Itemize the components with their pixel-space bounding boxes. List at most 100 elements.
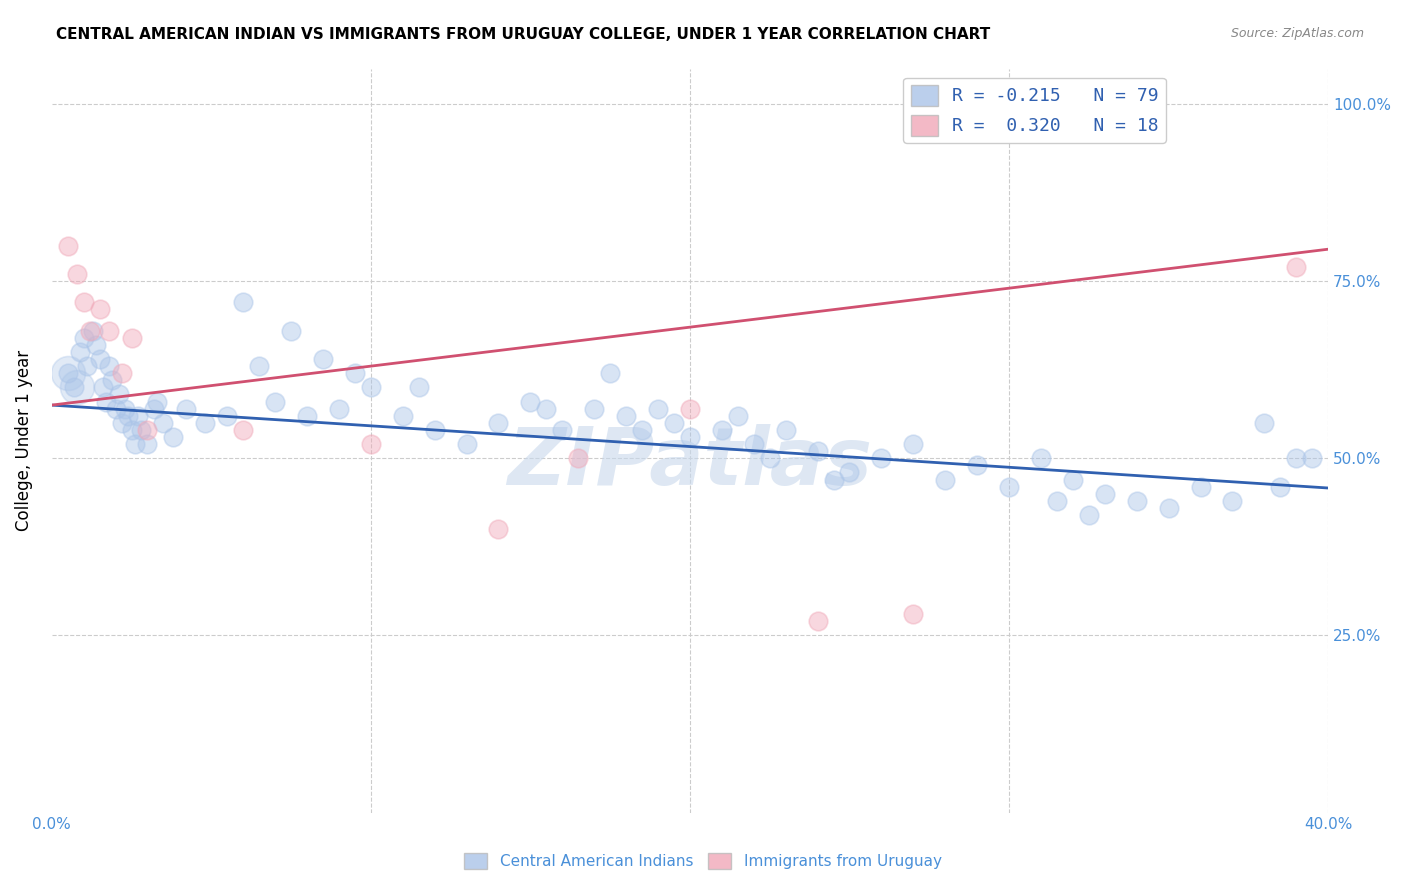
Point [360, 437, 382, 451]
Point [391, 409, 413, 423]
Point [146, 394, 169, 409]
Text: CENTRAL AMERICAN INDIAN VS IMMIGRANTS FROM URUGUAY COLLEGE, UNDER 1 YEAR CORRELA: CENTRAL AMERICAN INDIAN VS IMMIGRANTS FR… [56, 27, 990, 42]
Point [82, 324, 104, 338]
Point [519, 394, 541, 409]
Point [903, 437, 925, 451]
Point [162, 430, 184, 444]
Point [934, 473, 956, 487]
Point [838, 466, 860, 480]
Point [806, 444, 828, 458]
Point [662, 416, 685, 430]
Point [647, 401, 669, 416]
Point [775, 423, 797, 437]
Point [408, 380, 430, 394]
Point [121, 331, 143, 345]
Point [136, 423, 159, 437]
Point [903, 607, 925, 621]
Point [488, 416, 510, 430]
Point [1094, 486, 1116, 500]
Point [76, 359, 98, 373]
Point [1285, 260, 1308, 274]
Point [758, 451, 780, 466]
Point [101, 373, 124, 387]
Point [295, 409, 318, 423]
Point [264, 394, 287, 409]
Point [107, 387, 129, 401]
Point [1270, 480, 1292, 494]
Point [232, 423, 254, 437]
Point [1062, 473, 1084, 487]
Point [98, 359, 121, 373]
Point [86, 338, 108, 352]
Legend: R = -0.215   N = 79, R =  0.320   N = 18: R = -0.215 N = 79, R = 0.320 N = 18 [903, 78, 1166, 143]
Text: ZIPatlas: ZIPatlas [508, 424, 873, 502]
Point [1046, 493, 1069, 508]
Point [89, 302, 111, 317]
Point [823, 473, 845, 487]
Point [66, 380, 89, 394]
Point [104, 401, 127, 416]
Point [567, 451, 589, 466]
Point [1077, 508, 1099, 522]
Point [1125, 493, 1147, 508]
Point [423, 423, 446, 437]
Point [1285, 451, 1308, 466]
Point [79, 324, 101, 338]
Point [679, 430, 702, 444]
Point [142, 401, 165, 416]
Point [551, 423, 574, 437]
Point [56, 238, 79, 252]
Point [998, 480, 1021, 494]
Point [710, 423, 733, 437]
Point [73, 331, 96, 345]
Point [1222, 493, 1244, 508]
Point [136, 437, 159, 451]
Point [129, 423, 152, 437]
Point [194, 416, 217, 430]
Y-axis label: College, Under 1 year: College, Under 1 year [15, 350, 32, 531]
Point [66, 267, 89, 281]
Point [614, 409, 637, 423]
Point [152, 416, 174, 430]
Point [127, 409, 149, 423]
Point [312, 352, 335, 367]
Point [56, 366, 79, 380]
Point [56, 366, 79, 380]
Point [806, 614, 828, 628]
Point [280, 324, 302, 338]
Point [98, 324, 121, 338]
Point [174, 401, 197, 416]
Point [91, 380, 114, 394]
Point [94, 394, 117, 409]
Point [69, 345, 91, 359]
Point [727, 409, 749, 423]
Point [343, 366, 366, 380]
Text: Source: ZipAtlas.com: Source: ZipAtlas.com [1230, 27, 1364, 40]
Point [247, 359, 270, 373]
Point [232, 295, 254, 310]
Point [488, 522, 510, 536]
Point [111, 416, 134, 430]
Point [121, 423, 143, 437]
Point [1189, 480, 1212, 494]
Point [89, 352, 111, 367]
Point [360, 380, 382, 394]
Point [111, 366, 134, 380]
Point [124, 437, 146, 451]
Point [1029, 83, 1052, 97]
Point [679, 401, 702, 416]
Point [1301, 451, 1323, 466]
Legend: Central American Indians, Immigrants from Uruguay: Central American Indians, Immigrants fro… [458, 847, 948, 875]
Point [217, 409, 239, 423]
Point [117, 409, 139, 423]
Point [966, 458, 988, 473]
Point [456, 437, 478, 451]
Point [328, 401, 350, 416]
Point [73, 295, 96, 310]
Point [583, 401, 606, 416]
Point [599, 366, 621, 380]
Point [631, 423, 654, 437]
Point [742, 437, 765, 451]
Point [870, 451, 893, 466]
Point [1157, 500, 1180, 515]
